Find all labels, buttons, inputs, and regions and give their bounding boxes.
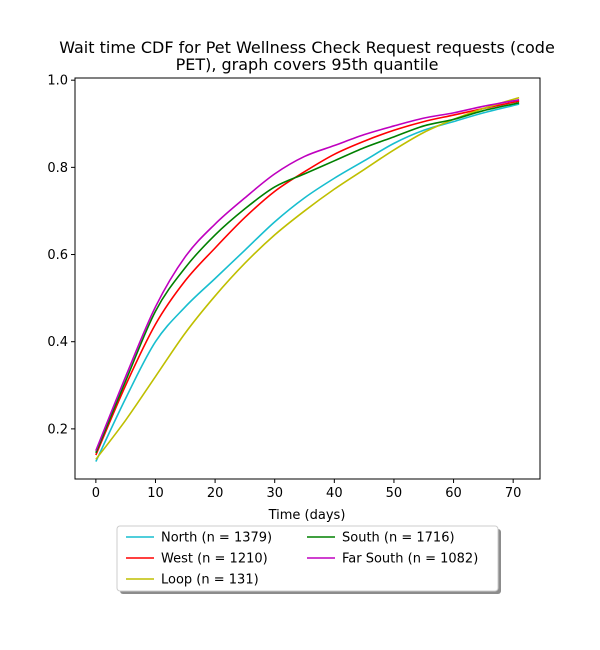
legend-label-4: Far South (n = 1082): [342, 552, 478, 567]
series-line-1: [95, 100, 520, 456]
chart-title-line-2: PET), graph covers 95th quantile: [176, 55, 439, 74]
x-tick-label: 40: [326, 486, 343, 501]
legend-label-3: South (n = 1716): [342, 531, 455, 546]
y-tick-label: 1.0: [47, 74, 68, 89]
y-tick-label: 0.4: [47, 335, 68, 350]
x-tick-label: 0: [92, 486, 100, 501]
series-line-2: [95, 96, 520, 460]
legend-label-1: West (n = 1210): [161, 552, 268, 567]
plot-frame: [74, 77, 541, 480]
series-line-3: [95, 102, 520, 454]
y-tick-label: 0.8: [47, 161, 68, 176]
y-tick-label: 0.6: [47, 248, 68, 263]
series-line-0: [95, 103, 520, 462]
x-tick-label: 50: [386, 486, 403, 501]
y-tick-label: 0.2: [47, 422, 68, 437]
legend-label-0: North (n = 1379): [161, 531, 272, 546]
legend-label-2: Loop (n = 131): [161, 573, 259, 588]
x-tick-label: 10: [147, 486, 164, 501]
series-line-4: [95, 99, 520, 451]
legend: North (n = 1379) West (n = 1210) Loop (n =…: [116, 525, 501, 594]
x-tick-label: 30: [266, 486, 283, 501]
x-tick-label: 20: [207, 486, 224, 501]
x-tick-label: 60: [445, 486, 462, 501]
x-axis-label: Time (days): [268, 508, 346, 523]
plot-area: 0 10 20 30 40 50 60 70 0.2 0.4 0.6 0.8 1.0: [47, 74, 541, 501]
chart-title-line-1: Wait time CDF for Pet Wellness Check Req…: [59, 38, 555, 57]
x-tick-label: 70: [505, 486, 522, 501]
